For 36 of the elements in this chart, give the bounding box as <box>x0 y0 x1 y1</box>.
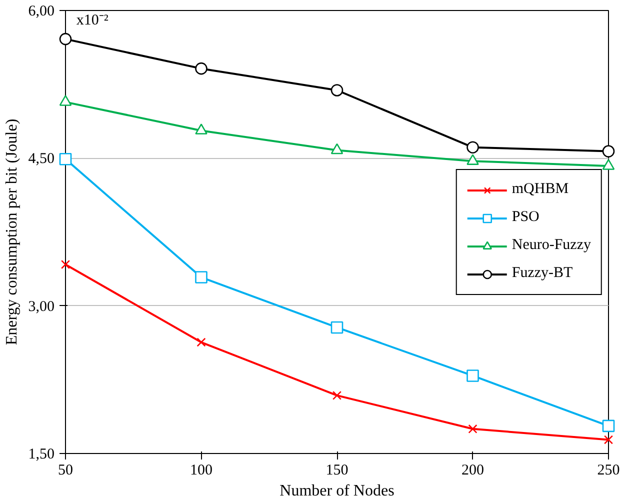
y-tick-label: 4,50 <box>28 151 54 168</box>
point <box>196 338 206 347</box>
point <box>195 62 208 75</box>
legend-label: PSO <box>512 209 540 226</box>
point <box>466 370 479 382</box>
point <box>59 153 72 166</box>
x-tick-label: 200 <box>462 462 484 478</box>
point <box>602 145 615 158</box>
point <box>466 154 479 165</box>
point <box>602 159 615 170</box>
y-axis-title: Energy consumption per bit (Joule) <box>3 118 20 346</box>
point <box>330 321 344 334</box>
x-tick-label: 150 <box>326 462 348 478</box>
legend-label: Neuro-Fuzzy <box>512 237 591 254</box>
point <box>330 84 344 96</box>
legend-label: Fuzzy-BT <box>512 265 573 282</box>
point <box>60 260 70 270</box>
point <box>195 271 208 284</box>
x-tick-label: 50 <box>58 462 73 478</box>
point <box>468 424 478 434</box>
x-axis-title: Number of Nodes <box>280 482 394 500</box>
annotation: x10⁻² <box>76 12 109 29</box>
y-tick-label: 3,00 <box>28 298 54 315</box>
point <box>330 143 344 154</box>
point <box>332 390 342 400</box>
point <box>602 420 615 432</box>
x-tick-label: 100 <box>190 462 212 478</box>
legend-label: mQHBM <box>512 181 569 198</box>
x-tick-label: 250 <box>597 462 620 478</box>
point <box>59 32 72 46</box>
point <box>604 435 614 444</box>
y-tick-label: 1,50 <box>28 446 54 462</box>
point <box>59 95 72 106</box>
point <box>195 124 208 134</box>
point <box>466 141 479 154</box>
y-tick-label: 6,00 <box>28 4 54 20</box>
